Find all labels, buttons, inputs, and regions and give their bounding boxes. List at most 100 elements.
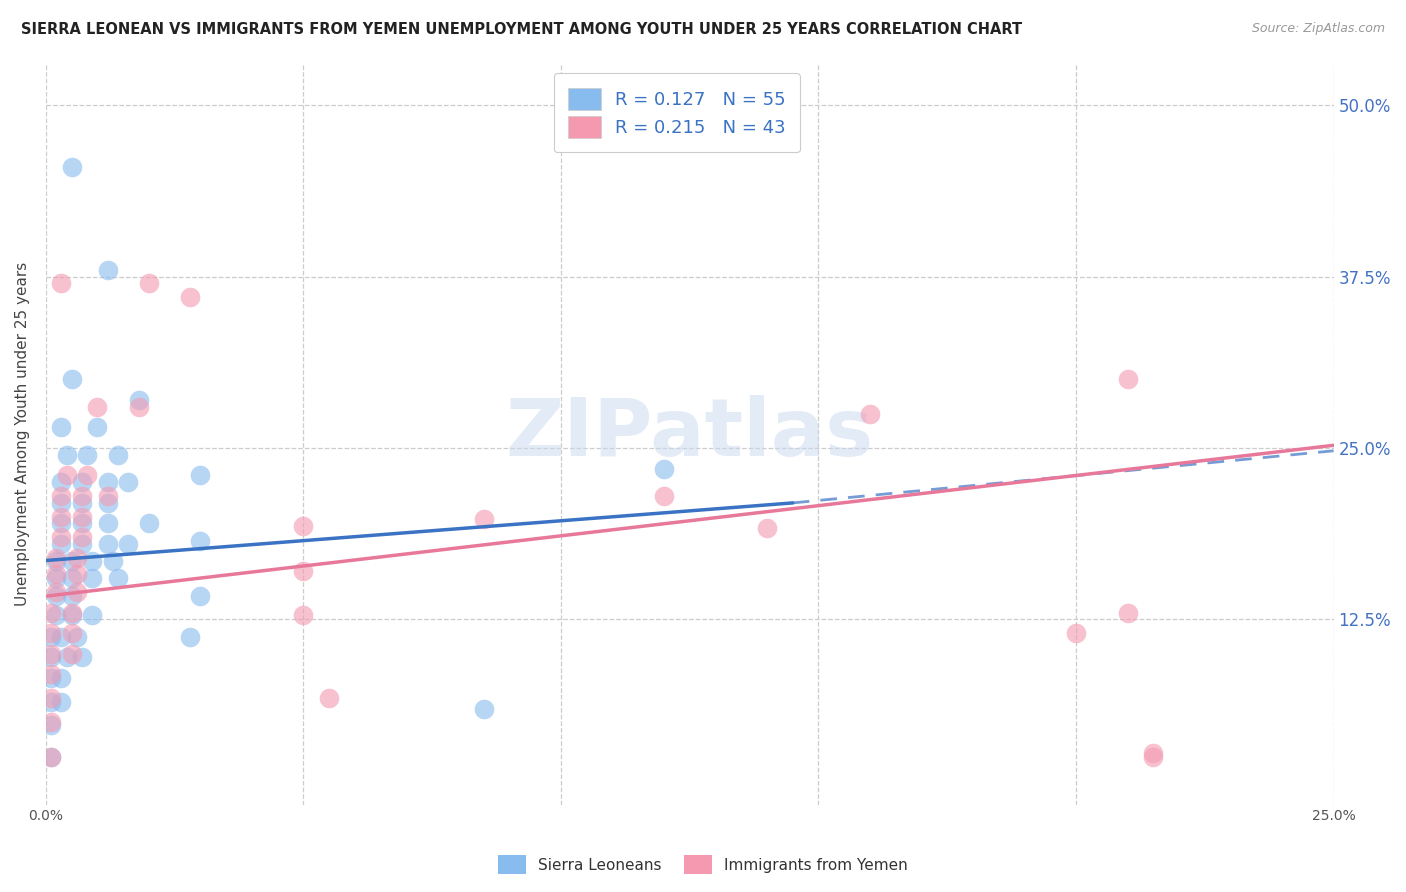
Point: [652, 489, 675, 503]
Point: [86, 400, 108, 414]
Point: [60, 553, 83, 567]
Point: [82, 608, 104, 623]
Point: [859, 407, 882, 421]
Point: [97, 516, 120, 531]
Point: [39, 649, 62, 664]
Point: [51, 509, 73, 524]
Point: [39, 647, 62, 661]
Point: [39, 667, 62, 681]
Point: [60, 608, 83, 623]
Point: [51, 277, 73, 291]
Point: [39, 718, 62, 732]
Text: ZIPatlas: ZIPatlas: [506, 395, 875, 474]
Point: [86, 420, 108, 434]
Point: [45, 608, 67, 623]
Point: [1142, 746, 1164, 760]
Point: [472, 701, 495, 715]
Point: [39, 749, 62, 764]
Point: [97, 496, 120, 510]
Point: [318, 690, 340, 705]
Point: [39, 695, 62, 709]
Point: [51, 496, 73, 510]
Point: [51, 630, 73, 644]
Point: [82, 553, 104, 567]
Point: [60, 372, 83, 386]
Point: [76, 448, 98, 462]
Point: [138, 277, 160, 291]
Point: [39, 672, 62, 686]
Legend: Sierra Leoneans, Immigrants from Yemen: Sierra Leoneans, Immigrants from Yemen: [492, 849, 914, 880]
Point: [66, 567, 89, 582]
Point: [179, 630, 201, 644]
Point: [101, 553, 124, 567]
Point: [76, 468, 98, 483]
Point: [66, 630, 89, 644]
Point: [70, 475, 93, 490]
Point: [66, 550, 89, 565]
Text: Source: ZipAtlas.com: Source: ZipAtlas.com: [1251, 22, 1385, 36]
Point: [70, 516, 93, 531]
Point: [45, 589, 67, 603]
Point: [107, 448, 129, 462]
Point: [472, 512, 495, 526]
Point: [1116, 606, 1139, 620]
Point: [292, 608, 315, 623]
Point: [51, 530, 73, 544]
Point: [97, 475, 120, 490]
Point: [190, 468, 212, 483]
Point: [97, 489, 120, 503]
Point: [117, 475, 139, 490]
Point: [51, 420, 73, 434]
Point: [39, 606, 62, 620]
Point: [39, 630, 62, 644]
Point: [292, 565, 315, 579]
Point: [55, 649, 77, 664]
Point: [51, 489, 73, 503]
Point: [190, 534, 212, 549]
Point: [45, 567, 67, 582]
Point: [97, 537, 120, 551]
Point: [51, 695, 73, 709]
Point: [60, 589, 83, 603]
Point: [45, 553, 67, 567]
Point: [756, 520, 779, 534]
Point: [190, 589, 212, 603]
Point: [39, 715, 62, 730]
Point: [107, 571, 129, 585]
Point: [60, 571, 83, 585]
Point: [55, 468, 77, 483]
Point: [652, 461, 675, 475]
Point: [97, 262, 120, 277]
Point: [51, 475, 73, 490]
Point: [138, 516, 160, 531]
Point: [45, 571, 67, 585]
Point: [60, 647, 83, 661]
Point: [82, 571, 104, 585]
Point: [39, 690, 62, 705]
Point: [51, 516, 73, 531]
Point: [60, 626, 83, 640]
Point: [128, 392, 150, 407]
Point: [66, 585, 89, 599]
Point: [70, 649, 93, 664]
Point: [1142, 749, 1164, 764]
Point: [179, 290, 201, 304]
Point: [51, 672, 73, 686]
Point: [55, 448, 77, 462]
Point: [60, 606, 83, 620]
Text: SIERRA LEONEAN VS IMMIGRANTS FROM YEMEN UNEMPLOYMENT AMONG YOUTH UNDER 25 YEARS : SIERRA LEONEAN VS IMMIGRANTS FROM YEMEN …: [21, 22, 1022, 37]
Point: [1064, 626, 1087, 640]
Point: [70, 509, 93, 524]
Point: [70, 537, 93, 551]
Point: [51, 537, 73, 551]
Point: [117, 537, 139, 551]
Point: [45, 585, 67, 599]
Point: [128, 400, 150, 414]
Point: [70, 496, 93, 510]
Point: [39, 626, 62, 640]
Point: [39, 749, 62, 764]
Point: [292, 519, 315, 533]
Point: [45, 550, 67, 565]
Point: [70, 489, 93, 503]
Point: [70, 530, 93, 544]
